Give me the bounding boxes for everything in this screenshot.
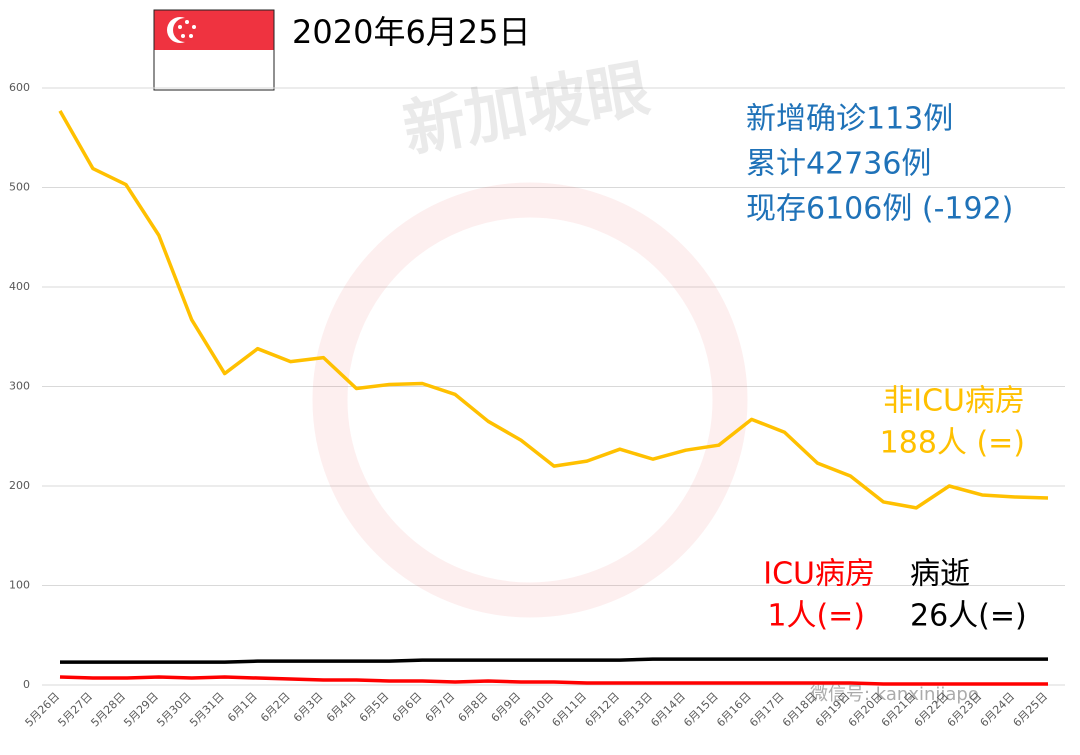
series-label: 病逝 [910, 557, 970, 592]
watermark-logo [312, 182, 748, 618]
series-value-label: 188人 (=) [880, 426, 1025, 461]
y-tick-label: 500 [9, 181, 30, 194]
y-tick-label: 0 [23, 678, 30, 691]
x-tick-label: 6月12日 [582, 690, 622, 730]
x-tick-label: 6月4日 [324, 690, 359, 725]
x-tick-label: 6月16日 [714, 690, 754, 730]
x-tick-label: 5月27日 [55, 690, 95, 730]
annotation: 现存6106例 (-192) [746, 192, 1013, 227]
x-tick-label: 6月5日 [357, 690, 392, 725]
x-tick-label: 6月13日 [615, 690, 655, 730]
y-tick-label: 400 [9, 280, 30, 293]
x-tick-label: 6月14日 [648, 690, 688, 730]
series-value-label: 26人(=) [910, 599, 1027, 634]
chart-title: 2020年6月25日 [292, 13, 531, 51]
y-tick-label: 100 [9, 579, 30, 592]
annotation: 新增确诊113例 [746, 102, 953, 137]
x-tick-label: 6月11日 [549, 690, 589, 730]
watermark: 新加坡眼 [398, 51, 655, 166]
line [58, 110, 1049, 510]
y-tick-label: 200 [9, 479, 30, 492]
flag [153, 9, 275, 91]
x-tick-label: 5月30日 [154, 690, 194, 730]
x-tick-label: 6月1日 [225, 690, 260, 725]
x-tick-label: 6月15日 [681, 690, 721, 730]
line [60, 657, 1048, 664]
watermark: 微信号: kanxinjiapo [810, 684, 979, 705]
line [59, 675, 1048, 686]
series-label: ICU病房 [763, 557, 875, 592]
x-tick-label: 5月29日 [121, 690, 161, 730]
x-tick-label: 6月7日 [423, 690, 458, 725]
x-tick-label: 6月10日 [517, 690, 557, 730]
annotation: 累计42736例 [746, 147, 931, 182]
x-tick-label: 5月28日 [88, 690, 128, 730]
y-tick-label: 600 [9, 81, 30, 94]
x-tick-label: 5月26日 [23, 690, 63, 730]
series-label: 非ICU病房 [883, 384, 1025, 419]
x-tick-label: 6月25日 [1011, 690, 1051, 730]
x-tick-label: 6月8日 [456, 690, 491, 725]
series-value-label: 1人(=) [767, 599, 865, 634]
x-tick-label: 6月6日 [390, 690, 425, 725]
x-tick-label: 6月24日 [978, 690, 1018, 730]
x-tick-label: 6月3日 [291, 690, 326, 725]
y-tick-label: 300 [9, 380, 30, 393]
x-tick-label: 6月2日 [258, 690, 293, 725]
x-tick-label: 5月31日 [187, 690, 227, 730]
x-tick-label: 6月17日 [747, 690, 787, 730]
x-tick-label: 6月18日 [780, 690, 820, 730]
